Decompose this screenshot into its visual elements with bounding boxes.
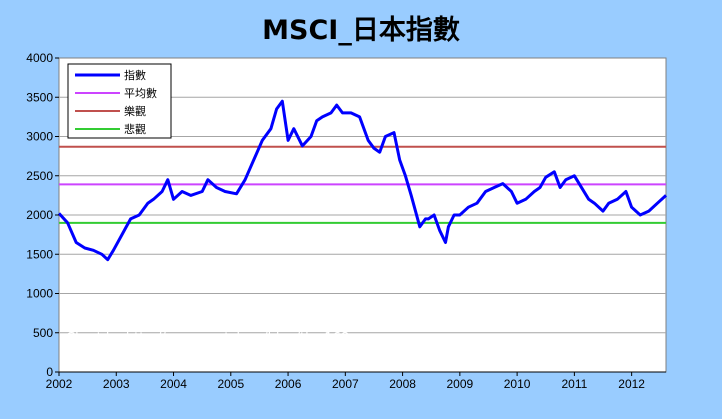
y-tick-label-6: 3000 — [26, 130, 53, 144]
x-tick-label-5: 2007 — [332, 377, 359, 391]
y-tick-label-5: 2500 — [26, 169, 53, 183]
y-axis-ticks: 0 500 1000 1500 2000 2500 3000 3500 4000 — [26, 51, 59, 379]
y-tick-label-7: 3500 — [26, 90, 53, 104]
x-tick-label-0: 2002 — [46, 377, 73, 391]
y-tick-label-2: 1000 — [26, 287, 53, 301]
y-tick-label-4: 2000 — [26, 208, 53, 222]
watermark-text: Chart by http://www.wretch.cc/blog/tivo1… — [66, 331, 349, 346]
legend-label-pessimistic: 悲觀 — [124, 122, 146, 136]
x-tick-label-9: 2011 — [561, 377, 587, 391]
series-line-index — [57, 99, 668, 262]
x-axis-ticks: 2002 2003 2004 2005 2006 2007 2008 2009 2010 2011… — [46, 371, 666, 391]
x-tick-label-8: 2010 — [504, 377, 531, 391]
y-tick-label-0: 0 — [46, 365, 53, 379]
x-tick-label-1: 2003 — [103, 377, 130, 391]
x-tick-label-3: 2005 — [217, 377, 244, 391]
x-tick-label-10: 2012 — [618, 377, 645, 391]
x-tick-label-2: 2004 — [160, 377, 187, 391]
x-tick-label-6: 2008 — [389, 377, 416, 391]
legend-label-average: 平均數 — [124, 87, 157, 100]
x-tick-label-7: 2009 — [446, 377, 473, 391]
reference-lines — [59, 145, 666, 224]
x-tick-label-4: 2006 — [275, 377, 302, 391]
y-tick-label-3: 1500 — [26, 247, 53, 261]
legend-label-index: 指數 — [124, 68, 146, 82]
y-tick-label-8: 4000 — [26, 51, 53, 65]
series-group — [57, 99, 668, 262]
chart-title: MSCI_日本指數 — [262, 15, 460, 46]
y-tick-label-1: 500 — [33, 326, 53, 340]
legend-label-optimistic: 樂觀 — [124, 104, 146, 118]
legend: 指數 平均數 樂觀 悲觀 — [67, 63, 172, 139]
